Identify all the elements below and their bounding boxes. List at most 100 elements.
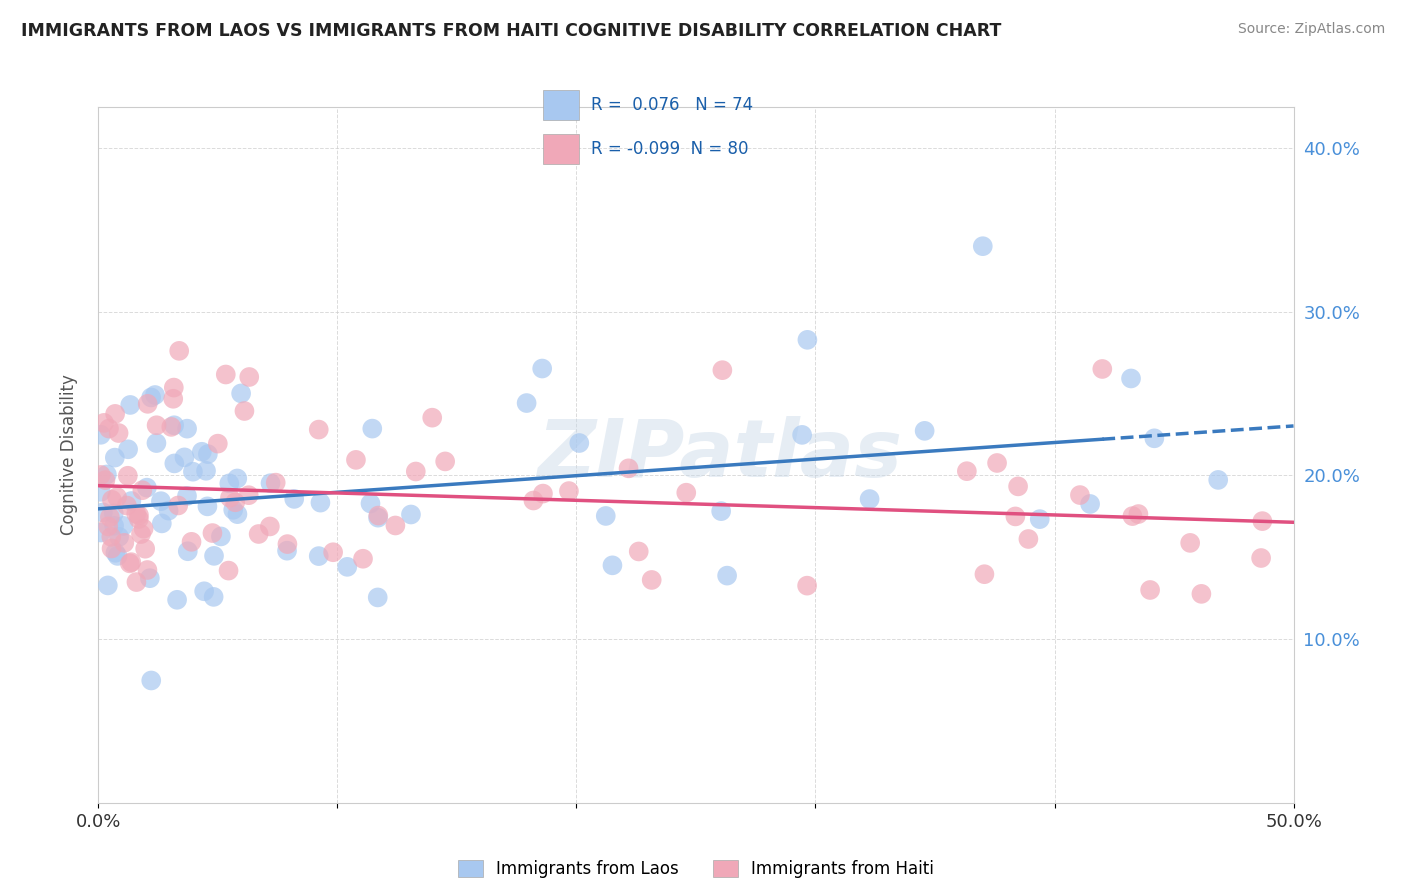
Point bbox=[167, 343, 190, 358]
Point bbox=[914, 424, 936, 438]
Point bbox=[108, 530, 131, 544]
Point bbox=[1143, 431, 1166, 445]
Point bbox=[434, 454, 457, 468]
Point bbox=[361, 421, 384, 435]
Point bbox=[104, 407, 127, 421]
Point bbox=[145, 418, 167, 433]
Point bbox=[367, 591, 389, 605]
Point bbox=[309, 495, 332, 509]
Point bbox=[367, 508, 389, 523]
Point bbox=[97, 519, 120, 533]
Point bbox=[141, 391, 163, 405]
Point bbox=[96, 467, 118, 482]
Point bbox=[202, 590, 225, 604]
Text: IMMIGRANTS FROM LAOS VS IMMIGRANTS FROM HAITI COGNITIVE DISABILITY CORRELATION C: IMMIGRANTS FROM LAOS VS IMMIGRANTS FROM … bbox=[21, 22, 1001, 40]
Point bbox=[201, 526, 224, 541]
Point bbox=[973, 567, 995, 582]
Point bbox=[247, 527, 270, 541]
Point bbox=[617, 461, 640, 475]
Point bbox=[145, 436, 167, 450]
Point bbox=[120, 555, 142, 569]
Point bbox=[1206, 473, 1229, 487]
Point bbox=[143, 388, 166, 402]
FancyBboxPatch shape bbox=[543, 134, 579, 164]
Point bbox=[104, 546, 127, 560]
Point bbox=[139, 571, 162, 585]
Point bbox=[218, 476, 240, 491]
Point bbox=[359, 496, 381, 510]
Point bbox=[134, 541, 156, 556]
Text: Source: ZipAtlas.com: Source: ZipAtlas.com bbox=[1237, 22, 1385, 37]
Point bbox=[103, 518, 125, 533]
Point bbox=[112, 536, 135, 550]
Point bbox=[125, 575, 148, 590]
Point bbox=[173, 450, 195, 465]
Point bbox=[602, 558, 624, 573]
Point bbox=[1121, 509, 1143, 524]
Point bbox=[129, 527, 152, 541]
Point bbox=[131, 483, 153, 498]
Point bbox=[405, 465, 427, 479]
Point bbox=[322, 545, 344, 559]
Point bbox=[115, 499, 138, 513]
Point bbox=[238, 370, 260, 384]
Legend: Immigrants from Laos, Immigrants from Haiti: Immigrants from Laos, Immigrants from Ha… bbox=[451, 854, 941, 885]
Point bbox=[276, 537, 298, 551]
Point bbox=[568, 436, 591, 450]
Point bbox=[135, 481, 157, 495]
Point bbox=[531, 361, 554, 376]
Point bbox=[97, 578, 120, 592]
Point bbox=[177, 544, 200, 558]
Point bbox=[344, 453, 367, 467]
Point bbox=[1128, 507, 1150, 521]
Point bbox=[166, 592, 188, 607]
Point bbox=[595, 508, 617, 523]
Point bbox=[531, 486, 554, 500]
Text: R =  0.076   N = 74: R = 0.076 N = 74 bbox=[591, 95, 752, 114]
Point bbox=[675, 485, 697, 500]
Point bbox=[858, 491, 880, 506]
Point bbox=[105, 490, 128, 504]
Point bbox=[180, 534, 202, 549]
Point bbox=[163, 380, 186, 394]
Point bbox=[233, 404, 256, 418]
Point bbox=[308, 423, 330, 437]
Point bbox=[796, 333, 818, 347]
Point bbox=[132, 522, 155, 536]
Point bbox=[176, 422, 198, 436]
Point bbox=[150, 516, 173, 531]
Point bbox=[162, 392, 184, 406]
Point bbox=[98, 421, 121, 435]
Point bbox=[120, 398, 142, 412]
Point bbox=[149, 494, 172, 508]
Point bbox=[90, 467, 112, 482]
Point bbox=[1178, 536, 1201, 550]
Point bbox=[1004, 509, 1026, 524]
Point bbox=[191, 444, 214, 458]
Point bbox=[1007, 479, 1029, 493]
Point bbox=[157, 503, 180, 517]
Point bbox=[163, 418, 186, 433]
Point bbox=[796, 579, 818, 593]
Point bbox=[558, 484, 581, 499]
Text: R = -0.099  N = 80: R = -0.099 N = 80 bbox=[591, 140, 748, 158]
Point bbox=[336, 559, 359, 574]
Point bbox=[219, 491, 242, 505]
Point bbox=[93, 416, 115, 430]
Point bbox=[264, 475, 287, 490]
Point bbox=[710, 504, 733, 518]
Point bbox=[128, 512, 150, 526]
Point bbox=[222, 503, 245, 517]
Point bbox=[202, 549, 225, 563]
Point bbox=[1119, 371, 1142, 385]
Point bbox=[283, 491, 305, 506]
Point bbox=[167, 499, 190, 513]
Point bbox=[125, 507, 148, 521]
Point bbox=[352, 551, 374, 566]
Point bbox=[195, 464, 218, 478]
Point bbox=[1189, 587, 1212, 601]
Point bbox=[790, 428, 813, 442]
Point bbox=[160, 420, 183, 434]
Point bbox=[229, 386, 252, 401]
Point bbox=[90, 484, 112, 499]
